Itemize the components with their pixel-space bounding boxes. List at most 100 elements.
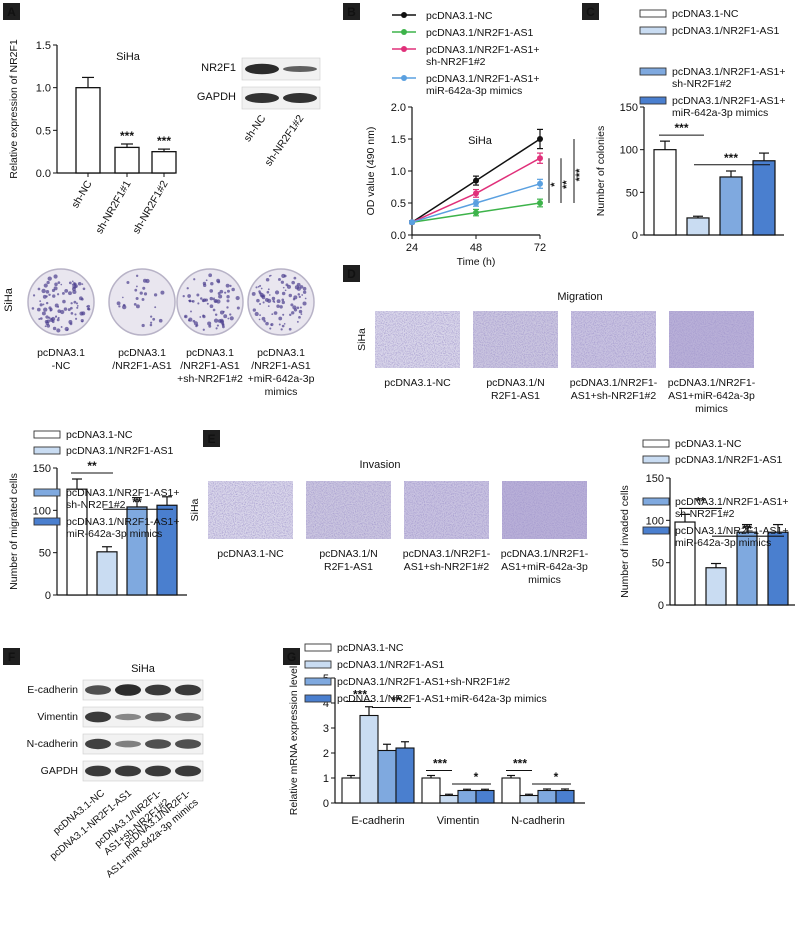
- legend-entry: pcDNA3.1-NC: [426, 10, 493, 22]
- label-line: Time (h): [457, 256, 496, 268]
- microscopy-texture: [208, 481, 293, 539]
- colony-dot: [269, 294, 271, 296]
- colony-dot: [271, 296, 276, 301]
- colony-dot: [272, 299, 275, 303]
- panel-letter-f-box: [3, 648, 20, 665]
- colony-dot: [281, 298, 285, 302]
- colony-dot: [36, 307, 41, 312]
- colony-dot: [214, 300, 217, 303]
- colony-dot: [73, 300, 77, 304]
- legend-entry: pcDNA3.1/NR2F1-AS1+miR-642a-3p mimics: [66, 516, 180, 540]
- blot-band: [145, 765, 171, 777]
- y-tick-label: 2: [323, 748, 329, 760]
- legend-entry: pcDNA3.1-NC: [337, 642, 404, 654]
- colony-dot: [80, 319, 84, 323]
- colony-dot: [54, 282, 58, 287]
- y-tick-label: 3: [323, 723, 329, 735]
- image-row-label: SiHa: [189, 498, 201, 521]
- blot-strip: [82, 733, 204, 755]
- colony-dot: [283, 274, 287, 278]
- y-tick-label: 50: [626, 187, 638, 199]
- colony-dot: [300, 313, 303, 316]
- colony-dot: [284, 289, 287, 292]
- bar: [341, 777, 361, 804]
- panel-letter-d-box: [343, 265, 360, 282]
- colony-dot: [48, 293, 51, 297]
- colony-dot: [68, 281, 72, 285]
- legend-entry: pcDNA3.1/NR2F1-AS1+sh-NR2F1#2: [675, 496, 789, 520]
- label-line: ***: [433, 757, 447, 771]
- colony-dot: [70, 306, 73, 310]
- label-line: **: [696, 494, 706, 508]
- significance-mark: **: [132, 495, 142, 509]
- label-line: pcDNA3.1-NC: [384, 377, 451, 389]
- colony-dot: [122, 304, 127, 310]
- legend-swatch: [642, 455, 670, 464]
- panel-title: SiHa: [131, 663, 156, 675]
- colony-dot: [281, 291, 286, 296]
- significance-mark: ***: [574, 168, 586, 182]
- blot-row-label: E-cadherin: [27, 684, 78, 696]
- colony-plate: [108, 268, 176, 336]
- legend-entry: pcDNA3.1-NC: [66, 429, 133, 441]
- colony-dot: [76, 306, 79, 309]
- label-line: B: [347, 5, 356, 19]
- label-line: *: [549, 182, 561, 187]
- colony-dot: [56, 293, 60, 296]
- colony-plate: [27, 268, 95, 336]
- colony-dot: [301, 294, 304, 296]
- y-tick-label: 0.5: [36, 125, 51, 137]
- label-line: ***: [353, 688, 367, 702]
- colony-dot: [214, 313, 218, 316]
- colony-dot: [280, 280, 284, 284]
- label-line: pcDNA3.1/NR2F1-AS1: [675, 454, 783, 466]
- legend-swatch: [33, 488, 61, 497]
- y-tick-label: 0: [632, 230, 638, 242]
- colony-dot: [55, 315, 58, 318]
- colony-dot: [209, 296, 214, 301]
- colony-dot: [135, 304, 140, 309]
- legend-entry: pcDNA3.1/NR2F1-AS1+miR-642a-3p mimics: [672, 95, 786, 119]
- colony-dot: [71, 287, 76, 291]
- colony-dot: [226, 295, 230, 299]
- y-tick-label: 100: [33, 505, 51, 517]
- plates-row-label: SiHa: [3, 287, 15, 312]
- label-line: mimics: [265, 386, 298, 398]
- label-line: E-cadherin: [27, 684, 78, 696]
- colony-dot: [38, 318, 41, 321]
- label-line: /NR2F1-AS1: [180, 360, 240, 372]
- label-line: 0.0: [36, 168, 51, 180]
- label-line: G: [287, 650, 296, 664]
- colony-dot: [71, 283, 74, 286]
- legend-swatch: [642, 526, 670, 535]
- bar: [359, 714, 379, 804]
- colony-dot: [282, 286, 285, 289]
- panel-f-western-blot: FSiHaE-cadherinVimentinN-cadherinGAPDHpc…: [3, 648, 204, 880]
- significance-mark: ***: [724, 151, 738, 165]
- colony-dot: [63, 307, 68, 311]
- legend-swatch: [304, 677, 332, 686]
- colony-dot: [208, 273, 213, 278]
- significance-mark: *: [474, 770, 479, 784]
- legend-swatch: [304, 643, 332, 652]
- colony-dot: [139, 291, 143, 295]
- legend-entry: pcDNA3.1/NR2F1-AS1+miR-642a-3p mimics: [337, 693, 547, 705]
- label-line: GAPDH: [41, 765, 78, 777]
- panel-title: Migration: [557, 291, 602, 303]
- blot-strip: [241, 86, 321, 110]
- colony-dot: [57, 316, 60, 319]
- microscopy-texture: [502, 481, 587, 539]
- label-line: pcDNA3.1-NC: [217, 548, 284, 560]
- colony-dot: [304, 297, 307, 300]
- colony-dot: [60, 326, 63, 328]
- colony-dot: [193, 321, 198, 326]
- colony-dot: [265, 277, 270, 282]
- chart-title: SiHa: [468, 135, 493, 147]
- colony-dot: [293, 276, 297, 280]
- colony-dot: [293, 295, 298, 300]
- label-line: **: [391, 694, 401, 708]
- colony-dot: [298, 309, 303, 314]
- colony-dot: [212, 298, 215, 301]
- label-line: SiHa: [3, 287, 15, 312]
- colony-dot: [67, 308, 71, 312]
